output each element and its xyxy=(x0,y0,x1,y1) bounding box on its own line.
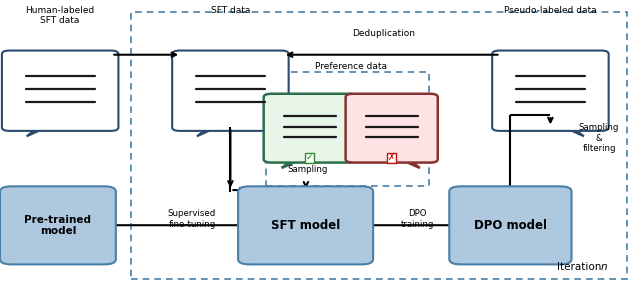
Text: SFT model: SFT model xyxy=(271,219,340,232)
Text: ✓: ✓ xyxy=(306,153,314,162)
Text: ✗: ✗ xyxy=(388,153,396,162)
Polygon shape xyxy=(564,127,584,136)
Polygon shape xyxy=(197,127,216,136)
Polygon shape xyxy=(27,127,46,136)
FancyBboxPatch shape xyxy=(0,186,116,264)
FancyBboxPatch shape xyxy=(264,94,356,162)
Text: SFT data: SFT data xyxy=(211,6,250,15)
Text: Sampling
&
filtering: Sampling & filtering xyxy=(579,123,620,153)
FancyBboxPatch shape xyxy=(346,94,438,162)
FancyBboxPatch shape xyxy=(238,186,373,264)
Bar xyxy=(266,72,429,186)
FancyBboxPatch shape xyxy=(492,50,609,131)
Text: Pseudo-labeled data: Pseudo-labeled data xyxy=(504,6,596,15)
Text: Sampling: Sampling xyxy=(287,165,328,175)
Text: Human-labeled
SFT data: Human-labeled SFT data xyxy=(26,6,95,25)
Text: Iteration: Iteration xyxy=(557,262,604,272)
FancyBboxPatch shape xyxy=(2,50,118,131)
FancyBboxPatch shape xyxy=(449,186,572,264)
Text: Pre-trained
model: Pre-trained model xyxy=(24,215,92,236)
Text: DPO model: DPO model xyxy=(474,219,547,232)
Polygon shape xyxy=(282,159,301,168)
Text: Deduplication: Deduplication xyxy=(353,29,415,39)
Text: Supervised
fine-tuning: Supervised fine-tuning xyxy=(168,209,216,229)
Text: n: n xyxy=(600,262,607,272)
Bar xyxy=(131,12,627,279)
Text: DPO
training: DPO training xyxy=(401,209,434,229)
Polygon shape xyxy=(400,159,420,168)
Text: Preference data: Preference data xyxy=(315,62,387,71)
FancyBboxPatch shape xyxy=(172,50,289,131)
